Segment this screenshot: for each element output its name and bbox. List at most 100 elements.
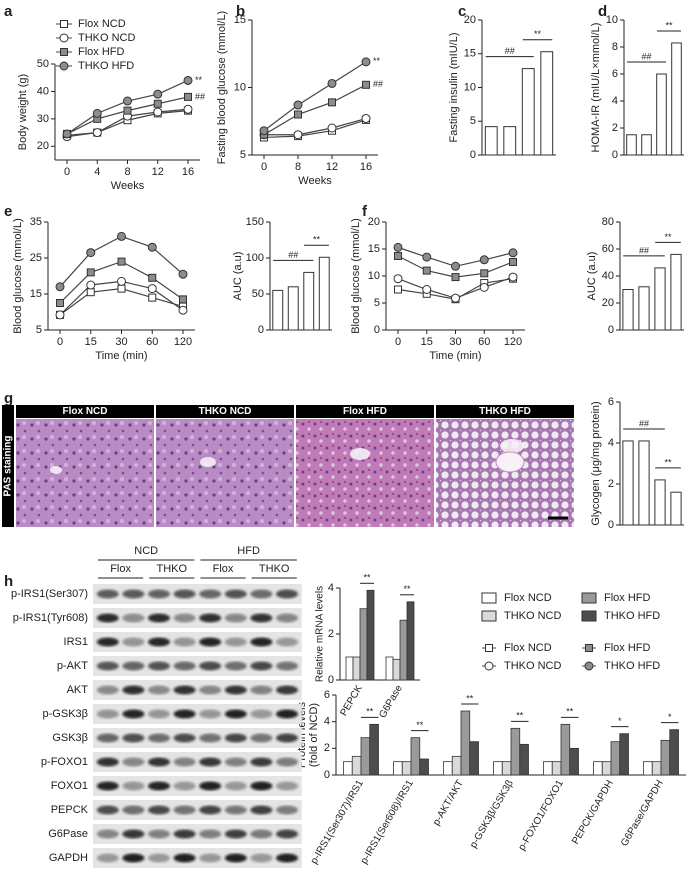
y-tick-label: 2	[328, 628, 334, 640]
y-tick-label: 100	[246, 252, 264, 264]
blot-band	[224, 853, 247, 863]
blot-band	[224, 805, 247, 815]
marker	[422, 252, 432, 262]
blot-band	[96, 589, 119, 599]
marker	[184, 92, 192, 101]
marker	[86, 288, 95, 297]
blot-band	[276, 613, 298, 623]
y-tick-label: 20	[602, 297, 614, 309]
x-tick-label: 16	[360, 161, 372, 173]
blot-band	[148, 685, 170, 695]
x-tick-label: PEPCK/GAPDH	[570, 778, 616, 846]
x-axis-label: Weeks	[111, 180, 145, 192]
y-tick-label: 2	[324, 742, 330, 754]
panel-label: b	[236, 3, 245, 20]
legend-marker	[60, 20, 68, 28]
stain-box	[2, 405, 14, 527]
blot-band	[173, 637, 196, 647]
blot-band	[96, 661, 119, 671]
blot-band	[250, 853, 273, 863]
blot-label: FOXO1	[51, 780, 88, 792]
legend-swatch	[581, 592, 597, 604]
blot-band	[199, 757, 222, 767]
bar	[651, 761, 662, 776]
panel-title: THKO NCD	[199, 406, 252, 417]
marker	[479, 255, 489, 265]
blot-band	[250, 733, 273, 743]
annotation: **	[195, 75, 203, 85]
panel-header	[156, 405, 294, 418]
panel-header	[436, 405, 574, 418]
y-tick-label: 5	[240, 149, 246, 161]
marker	[123, 96, 132, 106]
y-tick-label: 15	[234, 14, 246, 26]
y-tick-label: 20	[37, 140, 49, 152]
blot-label: GSK3β	[52, 732, 88, 744]
y-axis-label: Glycogen (μg/mg protein)	[590, 401, 602, 525]
x-tick-label: p-IRS1(Ser307)/IRS1	[309, 778, 366, 866]
y-tick-label: 35	[30, 216, 42, 228]
marker	[179, 295, 187, 304]
blot-band	[173, 613, 196, 623]
blot-band	[276, 661, 298, 671]
blot-band	[224, 757, 247, 767]
blot-band	[250, 589, 273, 599]
blot-strip	[93, 800, 302, 820]
annotation: **	[664, 457, 672, 467]
marker	[153, 89, 163, 99]
legend-label: THKO NCD	[504, 610, 562, 622]
blot-band	[173, 853, 196, 863]
bar	[551, 761, 562, 776]
legend-label: THKO HFD	[78, 60, 134, 72]
legend-label: THKO HFD	[604, 610, 660, 622]
blot-band	[96, 613, 119, 623]
genotype-label: THKO	[259, 563, 290, 575]
blot-band	[250, 829, 273, 839]
x-tick-label: PEPCK	[338, 683, 365, 718]
blot-band	[122, 709, 145, 719]
blot-band	[224, 613, 247, 623]
y-tick-label: 4	[328, 582, 334, 594]
annotation: ##	[639, 418, 649, 428]
blot-band	[276, 589, 298, 599]
blot-band	[148, 781, 170, 791]
panel-label: h	[4, 573, 13, 590]
blot-label: p-GSK3β	[43, 708, 88, 720]
panel-label: f	[362, 203, 368, 220]
y-axis-label: AUC (a.u)	[586, 252, 598, 301]
blot-band	[122, 613, 145, 623]
marker	[178, 305, 188, 315]
blot-band	[276, 805, 298, 815]
blot-band	[276, 637, 298, 647]
y-tick-label: 4	[324, 716, 330, 728]
blot-band	[122, 661, 145, 671]
marker	[394, 252, 402, 261]
blot-label: p-AKT	[57, 660, 88, 672]
bar	[369, 723, 379, 776]
blot-band	[199, 733, 222, 743]
blot-band	[276, 757, 298, 767]
stain-label: PAS staining	[3, 436, 14, 497]
panel-label: c	[458, 3, 466, 20]
marker	[117, 284, 126, 293]
bar	[670, 491, 682, 526]
x-tick-label: 60	[478, 336, 490, 348]
series-line	[263, 119, 367, 139]
blot-band	[148, 853, 170, 863]
legend-swatch	[581, 610, 597, 622]
bar	[669, 729, 679, 776]
y-axis-label: HOMA-IR (mIU/L×mmol/L)	[590, 23, 602, 153]
bar	[519, 743, 529, 776]
x-tick-label: 15	[421, 336, 433, 348]
legend-label: Flox NCD	[78, 18, 126, 30]
panel-label: a	[4, 3, 13, 20]
bar	[593, 761, 603, 776]
y-tick-label: 20	[464, 14, 476, 26]
blot-strip	[93, 608, 302, 628]
bar	[610, 741, 621, 776]
series-line	[263, 61, 367, 132]
blot-band	[122, 589, 145, 599]
blot-band	[96, 709, 119, 719]
blot-strip	[93, 728, 302, 748]
bar	[392, 658, 401, 681]
